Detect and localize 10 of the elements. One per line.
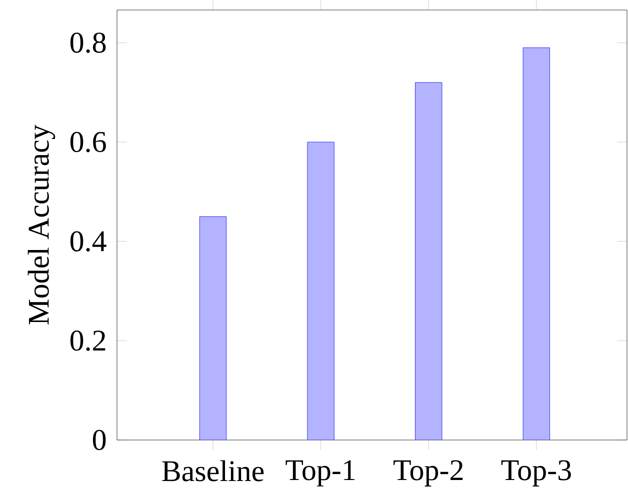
x-tick-label: Top-2 (394, 460, 463, 486)
y-tick-label: 0.8 (70, 32, 106, 53)
y-tick-label: 0.2 (70, 330, 106, 351)
y-tick-label: 0.6 (70, 132, 106, 152)
x-tick-label: Baseline (162, 460, 264, 482)
y-tick-label: 0.4 (70, 231, 106, 252)
x-tick-label: Top-1 (286, 460, 355, 486)
y-tick-label: 0 (92, 430, 106, 450)
y-axis-title: Model Accuracy (28, 124, 56, 325)
x-tick-label: Top-3 (501, 460, 571, 486)
